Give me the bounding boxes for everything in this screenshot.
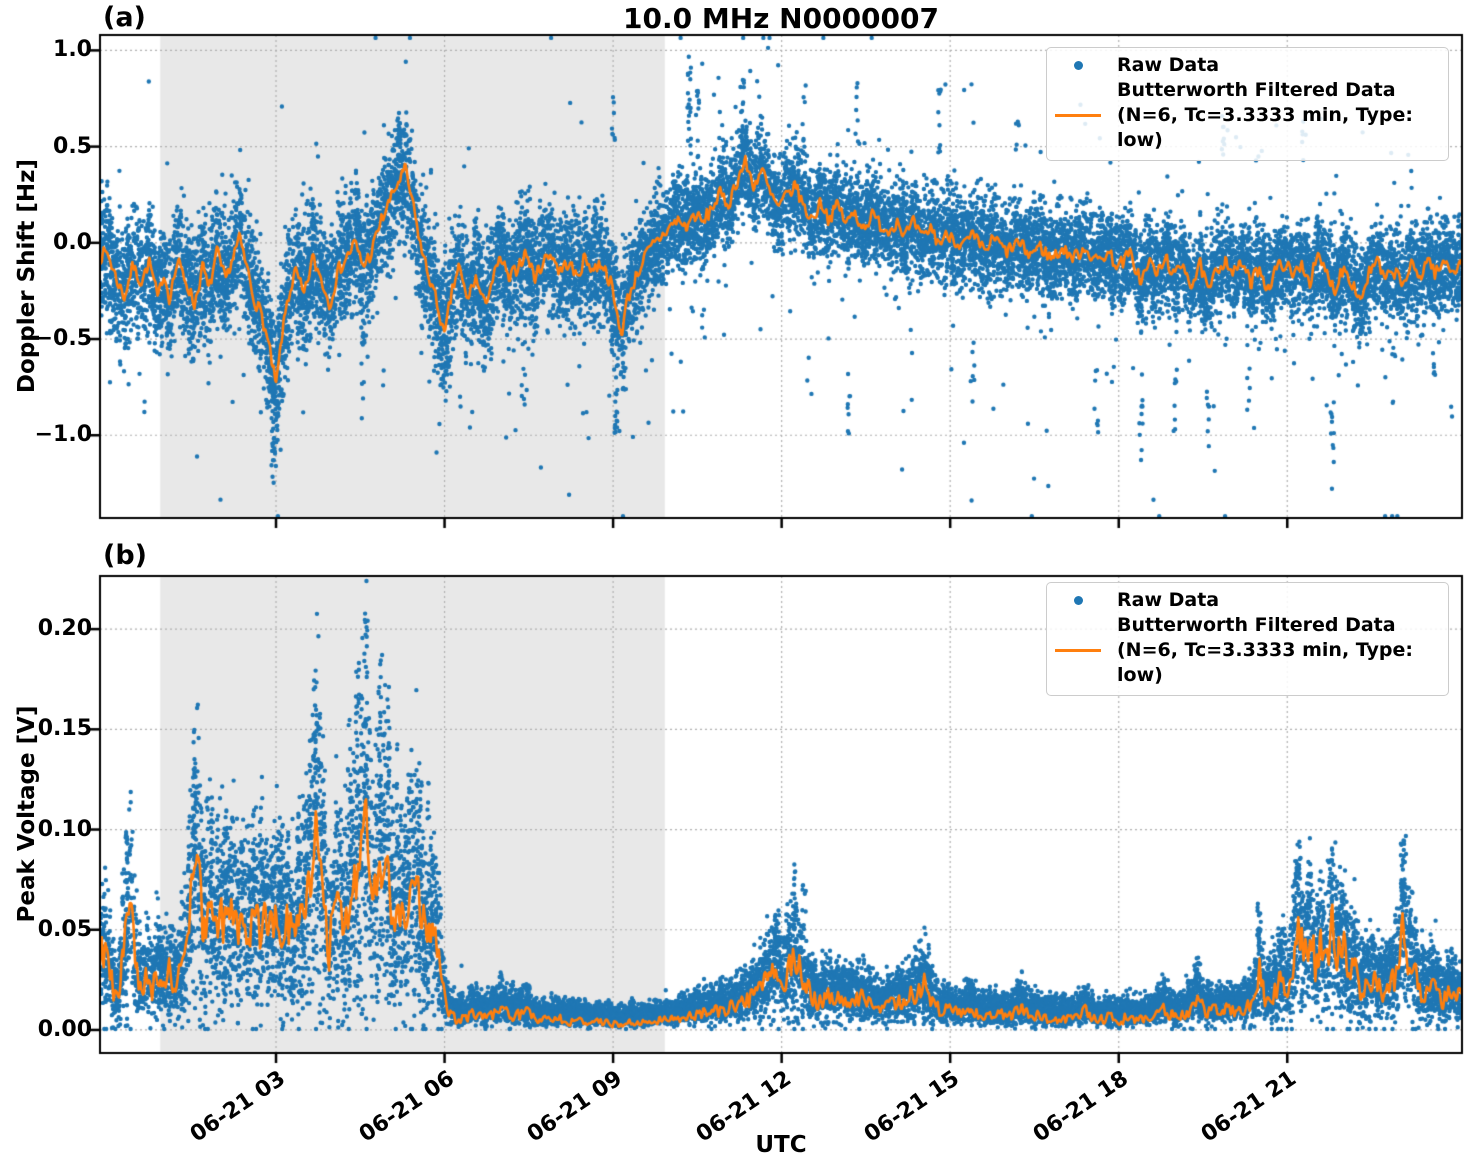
panel-a-ytick-label: 0.0 [53,229,92,255]
panel-b-ytick-label: 0.10 [37,816,92,842]
legend-filtered-label: Butterworth Filtered Data (N=6, Tc=3.3333… [1117,613,1440,688]
panel-a-ytick-label: −0.5 [34,326,92,352]
panel-a-ylabel: Doppler Shift [Hz] [14,158,40,394]
panel-b-label: (b) [103,540,148,571]
raw-data-dot-icon [1073,596,1083,605]
legend-raw-label: Raw Data [1117,54,1220,76]
panel-b-legend: Raw Data Butterworth Filtered Data (N=6, … [1046,582,1449,696]
legend-raw-row: Raw Data [1055,53,1440,78]
raw-marker-swatch [1055,61,1101,70]
filtered-line-swatch [1055,648,1101,653]
raw-marker-swatch [1055,596,1101,605]
raw-data-dot-icon [1073,61,1083,70]
panel-b-ytick-label: 0.00 [37,1016,92,1042]
filtered-line-icon [1055,648,1101,653]
panel-b-ytick-label: 0.05 [37,916,92,942]
panel-b-ytick-label: 0.20 [37,616,92,642]
legend-filtered-row: Butterworth Filtered Data (N=6, Tc=3.3333… [1055,78,1440,153]
panel-a-ytick-label: 0.5 [53,133,92,159]
legend-filtered-label: Butterworth Filtered Data (N=6, Tc=3.3333… [1117,78,1440,153]
legend-raw-label: Raw Data [1117,589,1220,611]
legend-raw-row: Raw Data [1055,588,1440,613]
legend-filtered-row: Butterworth Filtered Data (N=6, Tc=3.3333… [1055,613,1440,688]
panel-a-ytick-label: −1.0 [34,422,92,448]
legend-filtered-line2: (N=6, Tc=3.3333 min, Type: low) [1117,104,1413,151]
legend-filtered-line1: Butterworth Filtered Data [1117,614,1396,636]
x-axis-label: UTC [755,1132,807,1158]
panel-a-ytick-label: 1.0 [53,37,92,63]
panel-b-ytick-label: 0.15 [37,716,92,742]
panel-a-label: (a) [103,2,146,33]
filtered-line-icon [1055,113,1101,118]
plot-title: 10.0 MHz N0000007 [623,2,939,35]
legend-filtered-line2: (N=6, Tc=3.3333 min, Type: low) [1117,639,1413,686]
legend-filtered-line1: Butterworth Filtered Data [1117,79,1396,101]
filtered-line-swatch [1055,113,1101,118]
panel-a-legend: Raw Data Butterworth Filtered Data (N=6, … [1046,47,1449,161]
